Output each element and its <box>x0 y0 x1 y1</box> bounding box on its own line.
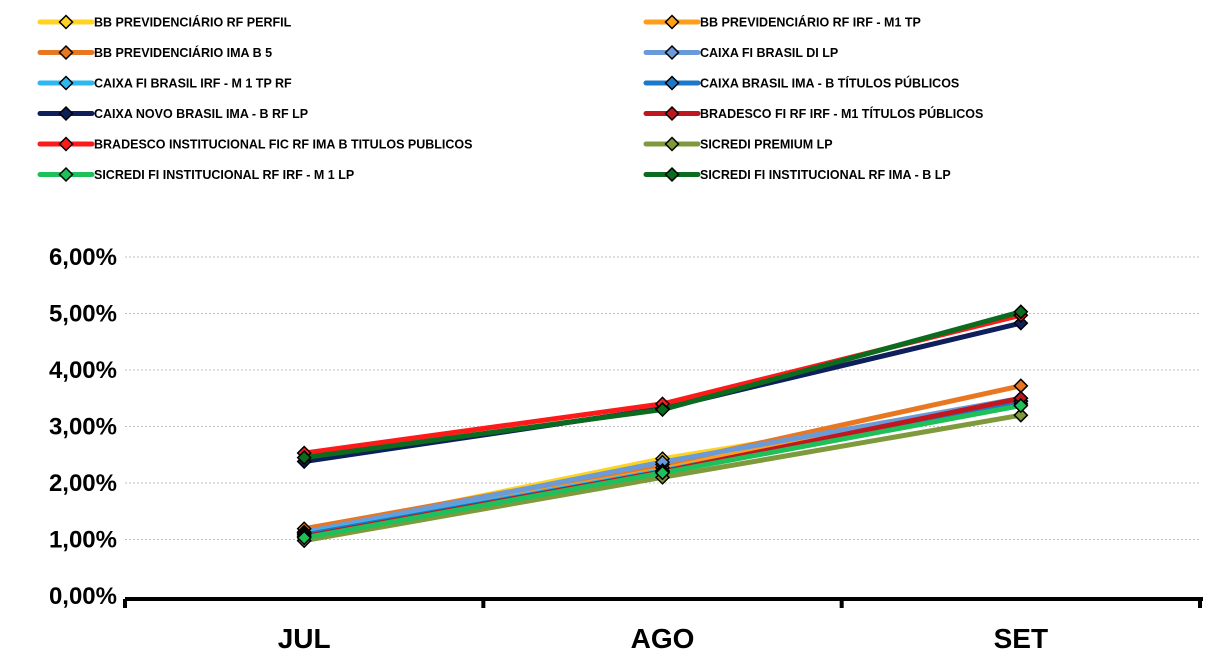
legend-item: SICREDI FI INSTITUCIONAL RF IMA - B LP <box>643 166 951 183</box>
legend-label: CAIXA BRASIL IMA - B TÍTULOS PÚBLICOS <box>700 76 959 91</box>
legend-label: BRADESCO INSTITUCIONAL FIC RF IMA B TITU… <box>94 138 472 152</box>
legend-item: CAIXA NOVO BRASIL IMA - B RF LP <box>37 105 308 122</box>
legend-marker <box>58 136 74 152</box>
x-category-label: JUL <box>278 623 331 652</box>
y-tick-label: 2,00% <box>49 470 117 497</box>
legend-marker <box>58 166 74 183</box>
legend-marker <box>58 105 74 122</box>
y-tick-label: 3,00% <box>49 414 117 441</box>
legend-item: BB PREVIDENCIÁRIO IMA B 5 <box>37 44 272 61</box>
legend-item: CAIXA BRASIL IMA - B TÍTULOS PÚBLICOS <box>643 75 959 91</box>
legend-item: BRADESCO FI RF IRF - M1 TÍTULOS PÚBLICOS <box>643 105 983 122</box>
legend-item: CAIXA FI BRASIL IRF - M 1 TP RF <box>37 75 292 91</box>
legend-marker <box>58 14 74 30</box>
x-category-label: AGO <box>631 623 695 652</box>
legend-marker <box>664 14 680 30</box>
y-tick-label: 4,00% <box>49 357 117 384</box>
legend-marker <box>58 75 74 91</box>
legend-marker <box>664 75 680 91</box>
legend-marker <box>664 166 680 183</box>
y-tick-label: 6,00% <box>49 244 117 271</box>
legend-label: BB PREVIDENCIÁRIO RF IRF - M1 TP <box>700 15 921 30</box>
data-point <box>1013 398 1029 414</box>
legend-item: CAIXA FI BRASIL DI LP <box>643 44 838 61</box>
chart-legend: BB PREVIDENCIÁRIO RF PERFIL BB PREVIDENCI… <box>37 14 983 183</box>
y-tick-label: 5,00% <box>49 301 117 328</box>
legend-item: BB PREVIDENCIÁRIO RF IRF - M1 TP <box>643 14 921 30</box>
legend-item: BB PREVIDENCIÁRIO RF PERFIL <box>37 14 292 30</box>
data-point <box>1013 378 1029 394</box>
data-point <box>654 401 671 418</box>
legend-label: CAIXA FI BRASIL DI LP <box>700 46 838 60</box>
data-point <box>654 465 671 481</box>
data-point <box>1013 407 1029 423</box>
legend-item: BRADESCO INSTITUCIONAL FIC RF IMA B TITU… <box>37 136 472 152</box>
x-axis: JUL AGO SET <box>123 597 1203 652</box>
legend-label: CAIXA NOVO BRASIL IMA - B RF LP <box>94 107 308 121</box>
x-category-label: SET <box>994 623 1048 652</box>
legend-label: BRADESCO FI RF IRF - M1 TÍTULOS PÚBLICOS <box>700 106 983 121</box>
legend-label: SICREDI PREMIUM LP <box>700 138 833 152</box>
data-point <box>1013 315 1029 331</box>
legend-item: SICREDI PREMIUM LP <box>643 136 833 152</box>
legend-label: SICREDI FI INSTITUCIONAL RF IRF - M 1 LP <box>94 168 354 182</box>
data-point <box>296 450 312 466</box>
data-point <box>296 530 312 546</box>
legend-label: BB PREVIDENCIÁRIO RF PERFIL <box>94 15 292 30</box>
legend-label: SICREDI FI INSTITUCIONAL RF IMA - B LP <box>700 168 951 182</box>
legend-marker <box>664 105 680 122</box>
legend-label: CAIXA FI BRASIL IRF - M 1 TP RF <box>94 77 292 91</box>
y-tick-label: 1,00% <box>49 527 117 554</box>
y-axis: 0,00% 1,00% 2,00% 3,00% 4,00% 5,00% 6,00% <box>49 244 117 610</box>
legend-item: SICREDI FI INSTITUCIONAL RF IRF - M 1 LP <box>37 166 354 183</box>
y-tick-label: 0,00% <box>49 583 117 610</box>
data-point <box>1013 304 1029 320</box>
plot-area <box>296 304 1029 549</box>
legend-marker <box>664 44 680 61</box>
legend-marker <box>58 44 74 61</box>
legend-label: BB PREVIDENCIÁRIO IMA B 5 <box>94 45 272 60</box>
legend-marker <box>664 136 680 152</box>
